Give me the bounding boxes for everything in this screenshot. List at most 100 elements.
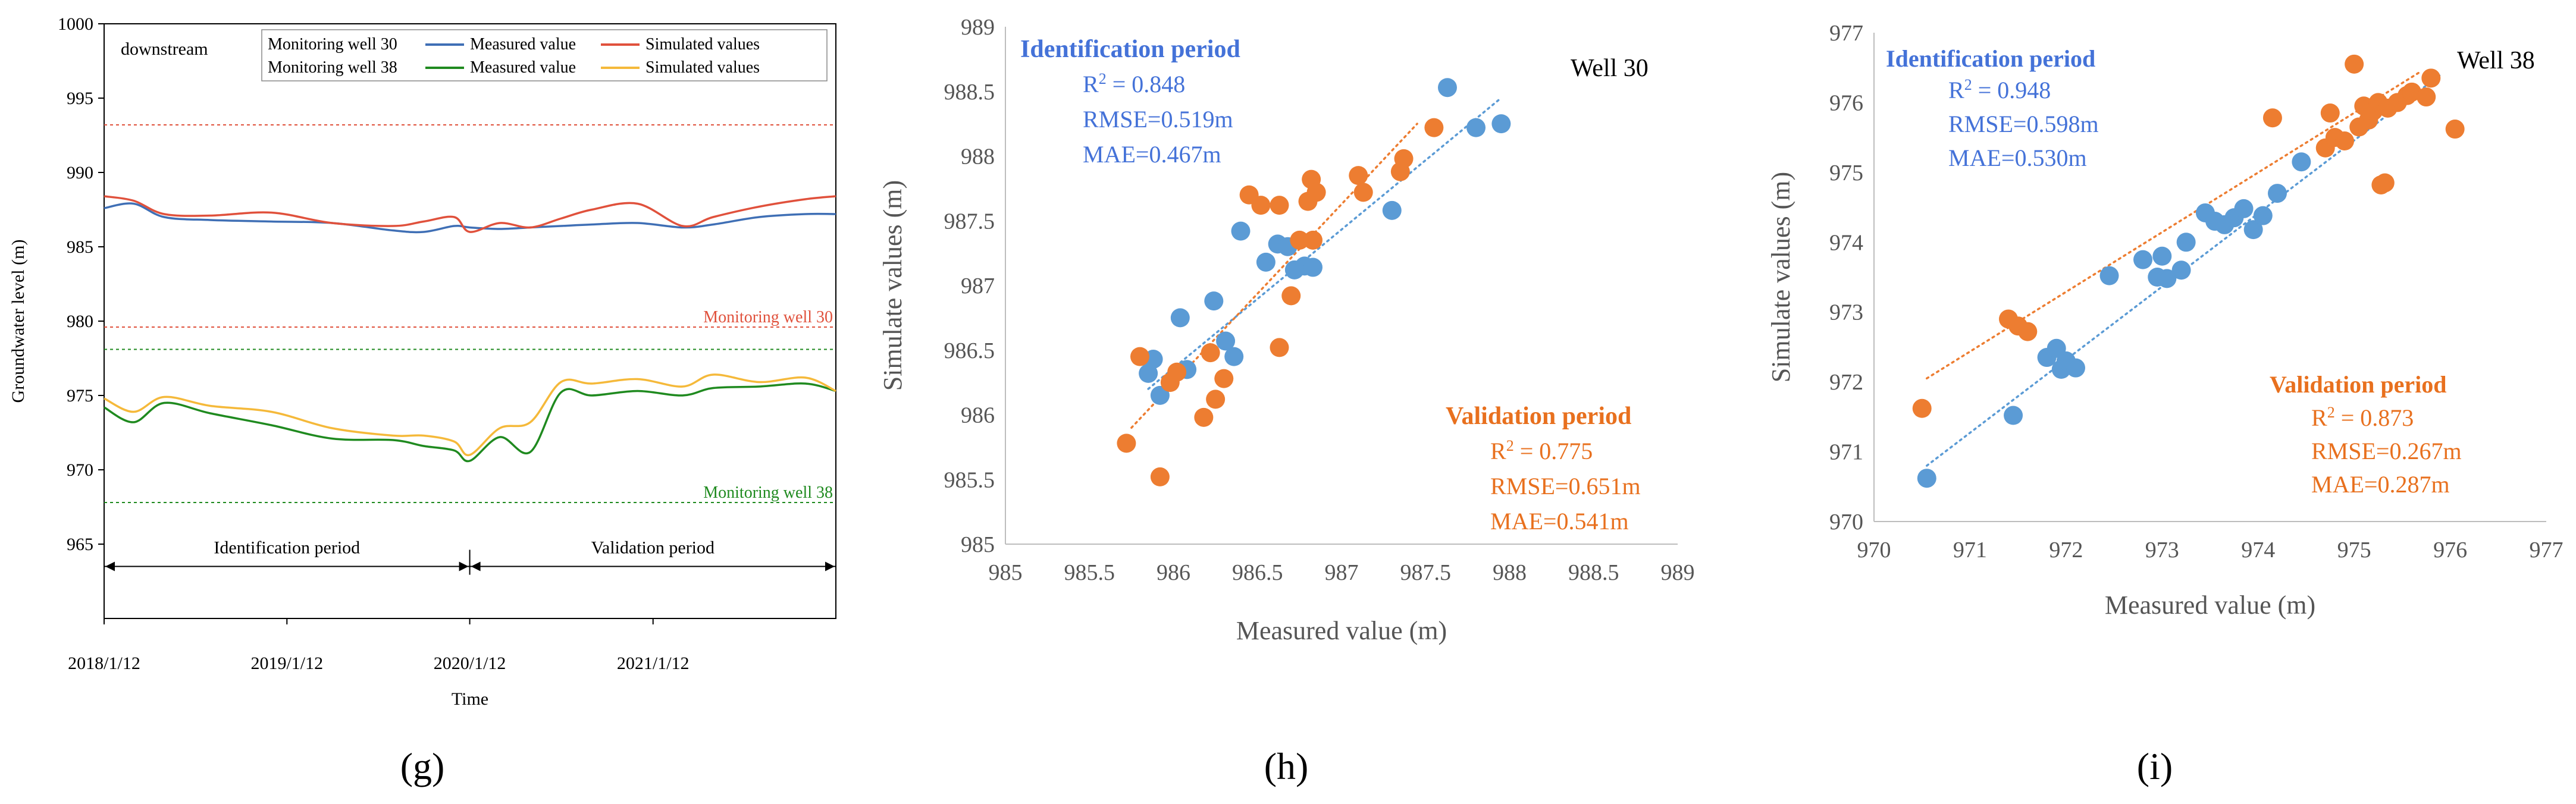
scatter-point-i bbox=[2157, 269, 2177, 288]
scatter-point-i bbox=[2004, 406, 2023, 425]
chart-h: 985 985.5 986 986.5 987 987.5 988 988.5 989 985 98… bbox=[878, 15, 1695, 645]
scatter-point-h bbox=[1281, 286, 1301, 306]
y-tick-label-h: 988 bbox=[961, 145, 995, 169]
x-tick-label-i: 977 bbox=[2530, 538, 2564, 563]
scatter-point-h bbox=[1394, 149, 1414, 168]
x-tick-label-g: 2019/1/12 bbox=[250, 654, 323, 673]
y-tick-label-g: 970 bbox=[67, 460, 93, 480]
trendline-h bbox=[1130, 123, 1418, 429]
scatter-point-i bbox=[2402, 82, 2421, 102]
period-label-validation: Validation period bbox=[591, 538, 714, 558]
x-tick-label-h: 987 bbox=[1325, 560, 1359, 585]
scatter-point-h bbox=[1491, 114, 1511, 134]
x-tick-label-i: 974 bbox=[2241, 538, 2275, 563]
period-label-identification: Identification period bbox=[214, 538, 360, 558]
y-axis-label-g: Groundwater level (m) bbox=[8, 240, 28, 403]
valid-mae-i: MAE=0.287m bbox=[2311, 471, 2450, 498]
y-tick-label-i: 970 bbox=[1829, 510, 1863, 535]
scatter-point-i bbox=[2176, 233, 2196, 252]
scatter-point-h bbox=[1206, 390, 1226, 409]
scatter-point-i bbox=[2234, 199, 2254, 218]
scatter-point-h bbox=[1170, 308, 1190, 328]
chart-title-h: Well 30 bbox=[1571, 55, 1649, 82]
ident-rmse-i: RMSE=0.598m bbox=[1948, 111, 2099, 137]
series-line bbox=[104, 382, 836, 463]
arrow-right-valid bbox=[825, 561, 835, 571]
scatter-point-h bbox=[1224, 347, 1244, 366]
y-tick-label-h: 987.5 bbox=[944, 209, 995, 234]
scatter-point-h bbox=[1437, 78, 1457, 98]
scatter-point-h bbox=[1194, 407, 1214, 427]
scatter-point-i bbox=[2152, 246, 2172, 266]
x-tick-label-g: 2020/1/12 bbox=[434, 654, 506, 673]
scatter-point-i bbox=[2375, 173, 2395, 193]
x-tick-label-h: 985 bbox=[989, 560, 1023, 585]
valid-r2-h: R2 = 0.775 bbox=[1490, 437, 1593, 465]
y-tick-label-i: 973 bbox=[1829, 300, 1863, 325]
scatter-point-h bbox=[1303, 257, 1323, 277]
scatter-point-h bbox=[1270, 196, 1289, 215]
scatter-point-h bbox=[1130, 347, 1149, 366]
scatter-point-i bbox=[2018, 322, 2038, 341]
scatter-point-i bbox=[2253, 206, 2273, 225]
ident-r2-i: R2 = 0.948 bbox=[1948, 76, 2051, 104]
scatter-point-h bbox=[1201, 343, 1220, 363]
x-tick-label-g: 2021/1/12 bbox=[617, 654, 690, 673]
scatter-point-i bbox=[2066, 358, 2085, 378]
y-tick-label-g: 975 bbox=[67, 386, 93, 406]
x-tick-label-i: 975 bbox=[2337, 538, 2371, 563]
x-tick-label-i: 970 bbox=[1857, 538, 1891, 563]
x-tick-label-h: 988 bbox=[1493, 560, 1527, 585]
ident-mae-h: MAE=0.467m bbox=[1083, 141, 1221, 168]
x-tick-label-h: 986 bbox=[1157, 560, 1190, 585]
y-tick-label-h: 985.5 bbox=[944, 467, 995, 492]
x-tick-label-h: 989 bbox=[1661, 560, 1695, 585]
panel-label-h: (h) bbox=[1264, 745, 1309, 787]
scatter-point-h bbox=[1270, 338, 1289, 357]
panel-label-g: (g) bbox=[400, 745, 445, 787]
x-tick-label-i: 973 bbox=[2145, 538, 2179, 563]
legend-w30-measured-label: Measured value bbox=[470, 35, 576, 54]
scatter-point-i bbox=[2099, 266, 2119, 285]
y-tick-label-h: 986 bbox=[961, 403, 995, 428]
x-tick-label-h: 987.5 bbox=[1400, 560, 1452, 585]
x-tick-label-i: 971 bbox=[1953, 538, 1987, 563]
y-tick-label-h: 988.5 bbox=[944, 80, 995, 105]
refline-label-well38: Monitoring well 38 bbox=[703, 483, 833, 502]
ident-header-h: Identification period bbox=[1020, 36, 1240, 63]
scatter-point-h bbox=[1216, 331, 1236, 351]
trendline-h bbox=[1147, 96, 1503, 390]
series-line bbox=[104, 373, 836, 457]
scatter-point-i bbox=[2262, 108, 2282, 128]
legend-row2-label: Monitoring well 38 bbox=[268, 58, 397, 77]
y-tick-label-g: 1000 bbox=[58, 14, 93, 34]
scatter-point-h bbox=[1424, 118, 1444, 137]
scatter-point-i bbox=[2133, 250, 2152, 269]
series-line bbox=[104, 202, 836, 234]
period-arrows: Identification period Validation period bbox=[104, 538, 836, 575]
legend-box bbox=[261, 29, 828, 81]
ident-r2-h: R2 = 0.848 bbox=[1083, 70, 1185, 98]
ident-rmse-h: RMSE=0.519m bbox=[1083, 106, 1233, 133]
scatter-point-i bbox=[2171, 260, 2191, 280]
scatter-point-i bbox=[2335, 131, 2354, 151]
legend-w30-simulated-label: Simulated values bbox=[645, 35, 760, 54]
scatter-point-h bbox=[1204, 291, 1224, 311]
scatter-point-i bbox=[2268, 184, 2287, 203]
scatter-point-i bbox=[2243, 220, 2263, 240]
y-tick-label-h: 985 bbox=[961, 532, 995, 557]
y-tick-label-g: 995 bbox=[67, 89, 93, 108]
y-axis-label-i: Simulate values (m) bbox=[1766, 172, 1795, 382]
valid-rmse-h: RMSE=0.651m bbox=[1490, 473, 1641, 500]
annotation-downstream: downstream bbox=[121, 39, 208, 59]
y-tick-label-i: 976 bbox=[1829, 90, 1863, 115]
x-axis-label-i: Measured value (m) bbox=[2105, 591, 2315, 620]
y-tick-label-i: 974 bbox=[1829, 230, 1863, 255]
ident-mae-i: MAE=0.530m bbox=[1948, 145, 2087, 171]
panel-label-i: (i) bbox=[2137, 745, 2173, 787]
valid-r2-i: R2 = 0.873 bbox=[2311, 404, 2414, 432]
scatter-point-i bbox=[2292, 152, 2311, 172]
scatter-point-h bbox=[1353, 183, 1373, 202]
valid-rmse-i: RMSE=0.267m bbox=[2311, 438, 2462, 464]
